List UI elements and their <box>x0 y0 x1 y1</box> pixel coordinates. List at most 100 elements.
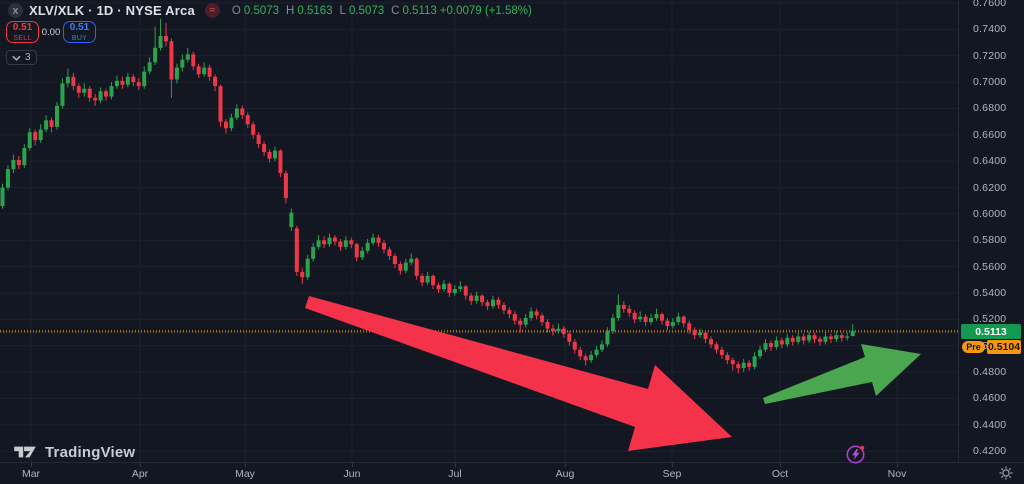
trade-buttons-row: 0.51 SELL 0.00 0.51 BUY <box>6 21 96 43</box>
candle-body <box>474 295 479 301</box>
candle-body <box>104 91 109 97</box>
candle-body <box>807 335 812 341</box>
candle-body <box>403 262 408 271</box>
settings-gear-icon[interactable] <box>998 465 1014 481</box>
market-boost-icon[interactable] <box>845 443 867 465</box>
candle-body <box>136 82 141 87</box>
symbol-row: X XLV/XLK · 1D · NYSE Arca ≈ O 0.5073 H … <box>8 3 532 18</box>
candle-body <box>158 36 163 48</box>
drawings-count: 3 <box>25 52 31 63</box>
candle-body <box>327 237 332 245</box>
price-axis-label: 0.6800 <box>973 102 1007 114</box>
time-axis-tick <box>31 463 32 467</box>
candle-body <box>605 331 610 345</box>
candle-body <box>692 329 697 336</box>
time-axis-label-apr: Apr <box>131 468 149 480</box>
candle-body <box>409 258 414 263</box>
candle-body <box>114 80 119 87</box>
candle-body <box>790 337 795 342</box>
candle-body <box>714 344 719 350</box>
ohlc-close-value: 0.5113 <box>402 4 437 17</box>
price-axis-label: 0.5600 <box>973 261 1007 273</box>
candle-body <box>33 132 38 141</box>
candle-body <box>600 344 604 350</box>
candle-body <box>289 212 294 228</box>
candle-body <box>659 314 664 321</box>
candle-body <box>360 250 365 258</box>
candle-body <box>267 152 272 159</box>
candle-body <box>567 333 572 342</box>
candle-body <box>218 86 223 122</box>
candle-body <box>747 362 752 367</box>
candle-body <box>164 36 168 42</box>
sell-button[interactable]: 0.51 SELL <box>6 21 39 43</box>
candle-body <box>191 54 196 67</box>
candle-body <box>223 121 228 129</box>
candle-body <box>469 295 474 301</box>
candle-body <box>518 320 523 325</box>
candle-body <box>589 354 594 361</box>
candle-body <box>730 360 735 365</box>
candle-body <box>758 349 763 357</box>
candle-body <box>120 80 125 85</box>
ohlc-open-label: O <box>231 4 241 17</box>
candle-body <box>496 299 501 305</box>
candle-body <box>185 54 190 60</box>
candle-body <box>322 240 327 245</box>
candle-body <box>698 332 703 336</box>
candle-body <box>55 105 59 127</box>
time-axis[interactable]: Mar Apr May Jun Jul Aug Sep Oct Nov <box>0 462 1024 484</box>
candle-body <box>180 59 185 68</box>
time-axis-tick <box>352 463 353 467</box>
candle-body <box>540 315 545 322</box>
candle-body <box>441 283 446 290</box>
ohlc-open-value: 0.5073 <box>243 4 280 17</box>
candle-body <box>649 318 654 322</box>
candle-body <box>16 159 21 166</box>
price-chart-canvas[interactable] <box>0 0 958 462</box>
candle-body <box>529 311 534 318</box>
buy-button[interactable]: 0.51 BUY <box>63 21 96 43</box>
time-axis-label-may: May <box>235 468 255 480</box>
price-axis-label: 0.4800 <box>973 366 1007 378</box>
buy-label: BUY <box>71 34 88 42</box>
candle-body <box>545 322 550 329</box>
time-axis-tick <box>780 463 781 467</box>
candle-body <box>818 339 822 342</box>
candle-body <box>621 304 626 309</box>
candle-body <box>725 354 730 361</box>
series-source-icon[interactable]: ≈ <box>204 3 220 18</box>
candle-body <box>654 314 659 319</box>
candle-body <box>785 337 790 345</box>
candle-body <box>850 330 855 337</box>
premarket-label: Pre <box>962 341 985 353</box>
candle-body <box>501 304 506 311</box>
ohlc-close-label: C <box>391 4 400 17</box>
tradingview-logo[interactable]: TradingView <box>12 443 135 461</box>
candle-body <box>71 76 76 86</box>
price-axis-label: 0.5400 <box>973 287 1007 299</box>
candle-body <box>76 86 81 93</box>
symbol-x-icon[interactable]: X <box>8 3 23 18</box>
price-axis-label: 0.5200 <box>973 313 1007 325</box>
price-axis[interactable]: 0.7600 0.7400 0.7200 0.7000 0.6800 0.6600 0.64… <box>958 0 1024 462</box>
downtrend-arrow[interactable] <box>305 296 732 451</box>
time-axis-label-sep: Sep <box>662 468 682 480</box>
candle-body <box>414 258 419 276</box>
object-tree-collapse-button[interactable]: 3 <box>6 50 37 65</box>
candle-body <box>447 283 452 293</box>
candle-body <box>98 91 103 101</box>
tradingview-mark-icon <box>14 446 36 458</box>
candle-body <box>834 335 839 340</box>
symbol-title[interactable]: XLV/XLK · 1D · NYSE Arca <box>29 3 195 18</box>
last-price-badge: 0.5113 <box>961 324 1021 339</box>
ohlc-change-value: +0.0079 (+1.58%) <box>439 4 532 17</box>
candle-body <box>796 336 801 342</box>
time-axis-tick <box>245 463 246 467</box>
candle-body <box>627 308 632 313</box>
candle-body <box>60 83 65 106</box>
price-axis-label: 0.7000 <box>973 76 1007 88</box>
uptrend-arrow[interactable] <box>763 344 921 404</box>
premarket-price-badge: 0.5104 <box>987 340 1021 354</box>
candle-body <box>556 328 561 332</box>
